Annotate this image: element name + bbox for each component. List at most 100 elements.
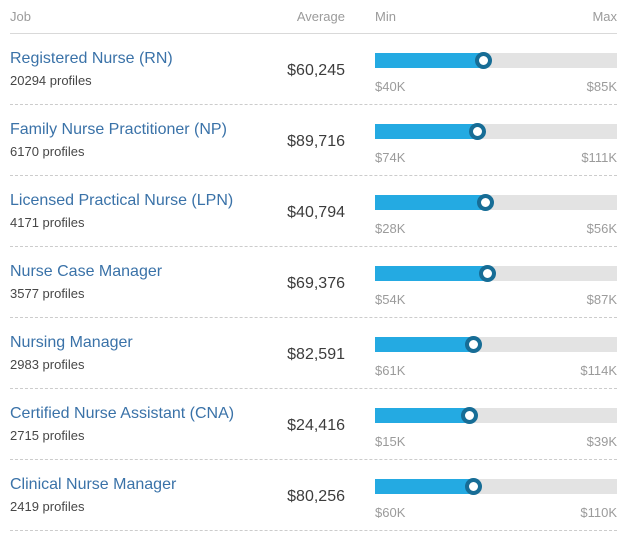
table-row: Family Nurse Practitioner (NP) 6170 prof… bbox=[10, 105, 617, 176]
minmax-labels: $28K $56K bbox=[375, 221, 617, 236]
row-spacer bbox=[345, 34, 375, 104]
slider-handle[interactable] bbox=[479, 265, 497, 282]
profiles-count: 6170 profiles bbox=[10, 144, 85, 159]
salary-range-cell: $28K $56K bbox=[375, 176, 617, 246]
salary-range-slider[interactable] bbox=[375, 407, 617, 424]
profiles-count: 3577 profiles bbox=[10, 286, 85, 301]
slider-fill bbox=[375, 266, 488, 281]
min-salary-label: $61K bbox=[375, 363, 406, 378]
job-cell: Nursing Manager 2983 profiles bbox=[10, 318, 280, 388]
average-salary: $82,591 bbox=[287, 345, 345, 363]
min-salary-label: $28K bbox=[375, 221, 406, 236]
header-min: Min bbox=[375, 9, 396, 24]
header-average: Average bbox=[296, 9, 345, 24]
row-spacer bbox=[345, 318, 375, 388]
salary-range-cell: $54K $87K bbox=[375, 247, 617, 317]
min-salary-label: $40K bbox=[375, 79, 406, 94]
slider-fill bbox=[375, 53, 484, 68]
job-title-link[interactable]: Certified Nurse Assistant (CNA) bbox=[10, 405, 235, 422]
job-cell: Family Nurse Practitioner (NP) 6170 prof… bbox=[10, 105, 280, 175]
min-salary-label: $74K bbox=[375, 150, 406, 165]
minmax-labels: $60K $110K bbox=[375, 505, 617, 520]
profiles-count: 20294 profiles bbox=[10, 73, 92, 88]
table-row: Certified Nurse Assistant (CNA) 2715 pro… bbox=[10, 389, 617, 460]
job-cell: Clinical Nurse Manager 2419 profiles bbox=[10, 460, 280, 530]
table-header: Job Average Min Max bbox=[10, 0, 617, 34]
minmax-labels: $61K $114K bbox=[375, 363, 617, 378]
average-salary: $69,376 bbox=[287, 274, 345, 292]
max-salary-label: $56K bbox=[586, 221, 617, 236]
row-spacer bbox=[345, 105, 375, 175]
profiles-count: 4171 profiles bbox=[10, 215, 85, 230]
salary-range-cell: $61K $114K bbox=[375, 318, 617, 388]
slider-fill bbox=[375, 337, 474, 352]
table-row: Nurse Case Manager 3577 profiles $69,376… bbox=[10, 247, 617, 318]
slider-handle[interactable] bbox=[465, 336, 483, 353]
job-cell: Nurse Case Manager 3577 profiles bbox=[10, 247, 280, 317]
max-salary-label: $114K bbox=[580, 363, 617, 378]
max-salary-label: $87K bbox=[586, 292, 617, 307]
minmax-labels: $40K $85K bbox=[375, 79, 617, 94]
max-salary-label: $39K bbox=[586, 434, 617, 449]
salary-range-cell: $40K $85K bbox=[375, 34, 617, 104]
salary-range-cell: $60K $110K bbox=[375, 460, 617, 530]
average-salary: $80,256 bbox=[287, 487, 345, 505]
profiles-count: 2419 profiles bbox=[10, 499, 85, 514]
min-salary-label: $54K bbox=[375, 292, 406, 307]
row-spacer bbox=[345, 247, 375, 317]
table-row: Licensed Practical Nurse (LPN) 4171 prof… bbox=[10, 176, 617, 247]
salary-range-cell: $15K $39K bbox=[375, 389, 617, 459]
row-spacer bbox=[345, 460, 375, 530]
table-row: Clinical Nurse Manager 2419 profiles $80… bbox=[10, 460, 617, 531]
profiles-count: 2983 profiles bbox=[10, 357, 85, 372]
slider-fill bbox=[375, 408, 470, 423]
row-spacer bbox=[345, 389, 375, 459]
minmax-labels: $54K $87K bbox=[375, 292, 617, 307]
salary-range-slider[interactable] bbox=[375, 265, 617, 282]
slider-fill bbox=[375, 195, 486, 210]
slider-fill bbox=[375, 479, 474, 494]
salary-range-slider[interactable] bbox=[375, 194, 617, 211]
salary-range-slider[interactable] bbox=[375, 52, 617, 69]
job-title-link[interactable]: Clinical Nurse Manager bbox=[10, 476, 177, 493]
row-spacer bbox=[345, 176, 375, 246]
max-salary-label: $110K bbox=[580, 505, 617, 520]
slider-handle[interactable] bbox=[477, 194, 495, 211]
average-salary: $60,245 bbox=[287, 61, 345, 79]
salary-range-cell: $74K $111K bbox=[375, 105, 617, 175]
job-title-link[interactable]: Registered Nurse (RN) bbox=[10, 50, 173, 67]
job-cell: Certified Nurse Assistant (CNA) 2715 pro… bbox=[10, 389, 280, 459]
profiles-count: 2715 profiles bbox=[10, 428, 85, 443]
job-cell: Licensed Practical Nurse (LPN) 4171 prof… bbox=[10, 176, 280, 246]
job-title-link[interactable]: Family Nurse Practitioner (NP) bbox=[10, 121, 227, 138]
slider-handle[interactable] bbox=[475, 52, 493, 69]
max-salary-label: $111K bbox=[581, 150, 617, 165]
minmax-labels: $15K $39K bbox=[375, 434, 617, 449]
header-max: Max bbox=[592, 9, 617, 24]
salary-range-slider[interactable] bbox=[375, 478, 617, 495]
salary-range-slider[interactable] bbox=[375, 123, 617, 140]
slider-handle[interactable] bbox=[469, 123, 487, 140]
job-cell: Registered Nurse (RN) 20294 profiles bbox=[10, 34, 280, 104]
table-row: Registered Nurse (RN) 20294 profiles $60… bbox=[10, 34, 617, 105]
salary-range-slider[interactable] bbox=[375, 336, 617, 353]
job-title-link[interactable]: Licensed Practical Nurse (LPN) bbox=[10, 192, 234, 209]
average-salary: $40,794 bbox=[287, 203, 345, 221]
slider-handle[interactable] bbox=[461, 407, 479, 424]
minmax-labels: $74K $111K bbox=[375, 150, 617, 165]
max-salary-label: $85K bbox=[586, 79, 617, 94]
header-minmax: Min Max bbox=[375, 0, 617, 33]
table-row: Nursing Manager 2983 profiles $82,591 $6… bbox=[10, 318, 617, 389]
average-salary: $24,416 bbox=[287, 416, 345, 434]
header-spacer bbox=[345, 0, 375, 33]
min-salary-label: $60K bbox=[375, 505, 406, 520]
header-job: Job bbox=[10, 9, 31, 24]
job-title-link[interactable]: Nursing Manager bbox=[10, 334, 133, 351]
job-title-link[interactable]: Nurse Case Manager bbox=[10, 263, 163, 280]
table-body: Registered Nurse (RN) 20294 profiles $60… bbox=[10, 34, 617, 531]
average-salary: $89,716 bbox=[287, 132, 345, 150]
min-salary-label: $15K bbox=[375, 434, 406, 449]
slider-handle[interactable] bbox=[464, 478, 482, 495]
slider-fill bbox=[375, 124, 478, 139]
